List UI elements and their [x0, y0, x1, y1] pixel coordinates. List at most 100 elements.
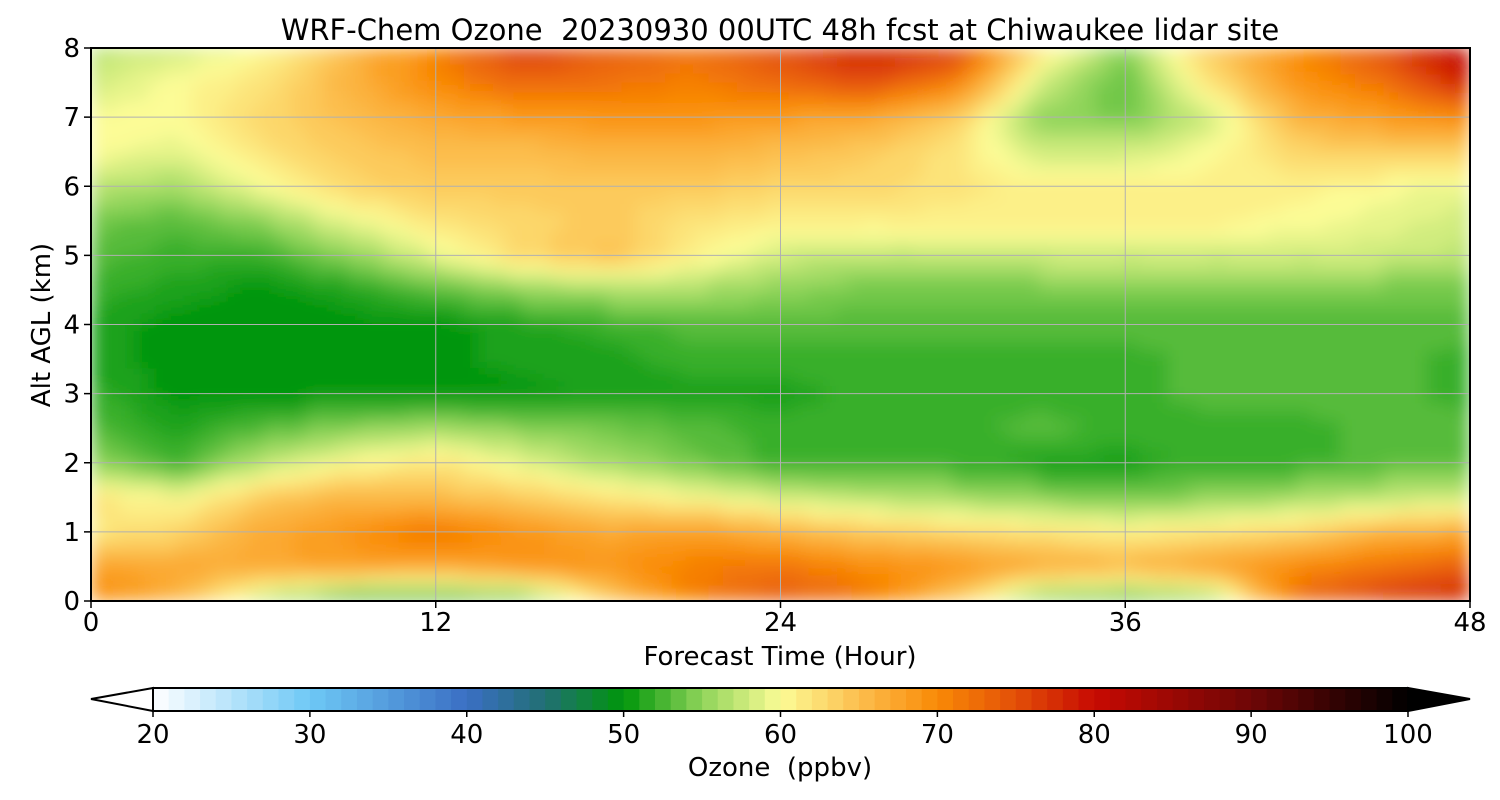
heatmap-cell — [866, 332, 882, 343]
heatmap-cell — [665, 177, 681, 187]
heatmap-cell — [219, 462, 236, 472]
heatmap-cell — [392, 419, 408, 429]
heatmap-cell — [1052, 168, 1069, 179]
heatmap-cell — [679, 548, 695, 559]
heatmap-cell — [1383, 427, 1399, 438]
heatmap-cell — [435, 194, 451, 205]
heatmap-cell — [679, 185, 695, 196]
heatmap-cell — [909, 436, 925, 446]
heatmap-cell — [191, 514, 207, 524]
heatmap-cell — [1412, 444, 1428, 455]
heatmap-cell — [435, 565, 451, 576]
heatmap-cell — [1052, 332, 1069, 343]
heatmap-cell — [205, 540, 221, 550]
heatmap-cell — [277, 246, 293, 256]
heatmap-cell — [578, 583, 595, 593]
heatmap-cell — [1009, 419, 1026, 429]
heatmap-cell — [1268, 522, 1284, 533]
heatmap-cell — [1368, 505, 1385, 516]
heatmap-cell — [808, 514, 825, 524]
heatmap-cell — [722, 324, 738, 334]
heatmap-cell — [923, 280, 940, 291]
heatmap-cell — [492, 203, 509, 213]
heatmap-cell — [823, 479, 839, 490]
heatmap-cell — [1268, 220, 1284, 230]
heatmap-cell — [621, 522, 638, 533]
heatmap-cell — [1297, 583, 1313, 593]
heatmap-cell — [133, 514, 149, 524]
heatmap-cell — [1383, 220, 1399, 230]
heatmap-cell — [1412, 358, 1428, 369]
heatmap-cell — [1254, 194, 1270, 205]
heatmap-cell — [162, 263, 178, 274]
heatmap-cell — [578, 324, 595, 334]
heatmap-cell — [248, 548, 264, 559]
heatmap-cell — [808, 272, 825, 282]
heatmap-cell — [650, 151, 667, 161]
heatmap-cell — [1455, 298, 1470, 308]
heatmap-cell — [176, 332, 193, 343]
heatmap-cell — [780, 410, 796, 421]
heatmap-cell — [1052, 479, 1069, 490]
heatmap-cell — [1225, 298, 1241, 308]
heatmap-cell — [521, 272, 537, 282]
heatmap-cell — [1196, 531, 1212, 542]
heatmap-cell — [91, 453, 106, 464]
heatmap-cell — [1397, 151, 1414, 161]
heatmap-cell — [1081, 237, 1098, 248]
heatmap-cell — [665, 220, 681, 230]
heatmap-cell — [679, 211, 695, 222]
heatmap-cell — [1038, 591, 1054, 601]
heatmap-cell — [1297, 254, 1313, 265]
heatmap-cell — [693, 470, 710, 481]
heatmap-cell — [1455, 488, 1470, 498]
heatmap-cell — [1426, 548, 1442, 559]
heatmap-cell — [909, 228, 925, 239]
heatmap-cell — [1412, 367, 1428, 377]
heatmap-cell — [665, 557, 681, 567]
heatmap-cell — [1210, 254, 1227, 265]
heatmap-cell — [305, 159, 322, 170]
heatmap-cell — [334, 496, 351, 507]
heatmap-cell — [435, 272, 451, 282]
heatmap-cell — [751, 522, 767, 533]
heatmap-cell — [751, 159, 767, 170]
heatmap-cell — [1096, 332, 1112, 343]
heatmap-cell — [191, 427, 207, 438]
heatmap-cell — [1254, 341, 1270, 351]
heatmap-cell — [1368, 289, 1385, 300]
heatmap-cell — [1455, 220, 1470, 230]
heatmap-cell — [1038, 393, 1054, 403]
heatmap-cell — [1282, 280, 1299, 291]
heatmap-cell — [966, 185, 983, 196]
heatmap-cell — [1239, 375, 1256, 386]
heatmap-cell — [1139, 177, 1155, 187]
heatmap-cell — [636, 393, 652, 403]
heatmap-cell — [1052, 505, 1069, 516]
heatmap-cell — [521, 254, 537, 265]
heatmap-cell — [478, 531, 494, 542]
heatmap-cell — [1081, 324, 1098, 334]
heatmap-cell — [708, 565, 724, 576]
heatmap-cell — [1239, 246, 1256, 256]
heatmap-cell — [708, 168, 724, 179]
heatmap-cell — [219, 315, 236, 325]
heatmap-cell — [521, 479, 537, 490]
heatmap-cell — [1297, 159, 1313, 170]
heatmap-cell — [449, 306, 465, 317]
heatmap-cell — [277, 444, 293, 455]
heatmap-cell — [909, 488, 925, 498]
heatmap-cell — [1455, 237, 1470, 248]
heatmap-cell — [923, 531, 940, 542]
heatmap-cell — [1412, 410, 1428, 421]
heatmap-cell — [1067, 583, 1083, 593]
heatmap-cell — [1124, 315, 1141, 325]
heatmap-cell — [751, 298, 767, 308]
heatmap-cell — [636, 298, 652, 308]
heatmap-cell — [1110, 565, 1126, 576]
heatmap-cell — [91, 488, 106, 498]
heatmap-cell — [736, 194, 753, 205]
heatmap-cell — [765, 246, 781, 256]
heatmap-cell — [435, 522, 451, 533]
heatmap-cell — [1038, 574, 1054, 585]
